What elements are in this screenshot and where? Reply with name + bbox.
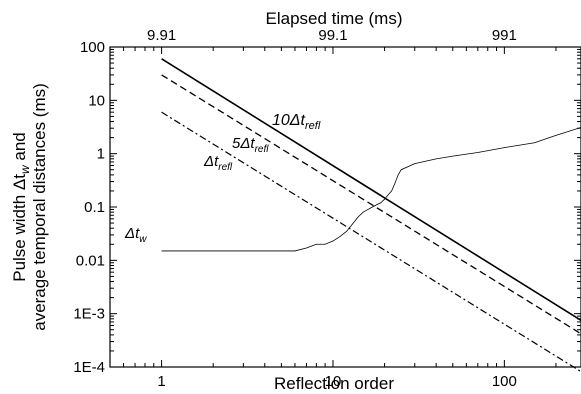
top-tick-label: 991 bbox=[492, 27, 517, 44]
series-label: 5Δtrefl bbox=[232, 135, 269, 155]
y-tick-label: 100 bbox=[80, 39, 105, 56]
top-tick-label: 9.91 bbox=[147, 27, 176, 44]
axis-ticks: 1 10 100 9.91 99.1 991 100 10 1 0.1 0.01 1E-3 1E-4 bbox=[73, 27, 581, 390]
series-layer bbox=[161, 58, 581, 373]
y-tick-label: 1 bbox=[97, 146, 105, 163]
y-axis-title-line1: Pulse width Δtw and bbox=[10, 132, 32, 282]
x-axis-title: Reflection order bbox=[274, 374, 394, 393]
y-tick-label: 10 bbox=[88, 92, 105, 109]
series-line bbox=[161, 74, 581, 335]
x-tick-label: 10 bbox=[325, 373, 342, 390]
series-line bbox=[161, 127, 581, 252]
series-line bbox=[161, 111, 581, 373]
y-tick-label: 1E-3 bbox=[73, 306, 105, 323]
y-tick-label: 0.01 bbox=[76, 252, 105, 269]
series-label: Δtrefl bbox=[203, 153, 233, 173]
y-axis-title-line2: average temporal distances (ms) bbox=[30, 83, 49, 331]
plot-frame bbox=[109, 46, 581, 368]
x-tick-label: 100 bbox=[492, 373, 517, 390]
series-line bbox=[161, 58, 581, 322]
y-tick-label: 0.1 bbox=[84, 199, 105, 216]
series-label: 10Δtrefl bbox=[272, 112, 321, 132]
x-tick-label: 1 bbox=[157, 373, 165, 390]
y-axis-title: Pulse width Δtw and bbox=[10, 132, 32, 282]
series-label: Δtw bbox=[124, 225, 147, 245]
top-axis-title: Elapsed time (ms) bbox=[266, 9, 403, 28]
top-tick-label: 99.1 bbox=[318, 27, 347, 44]
y-tick-label: 1E-4 bbox=[73, 359, 105, 376]
